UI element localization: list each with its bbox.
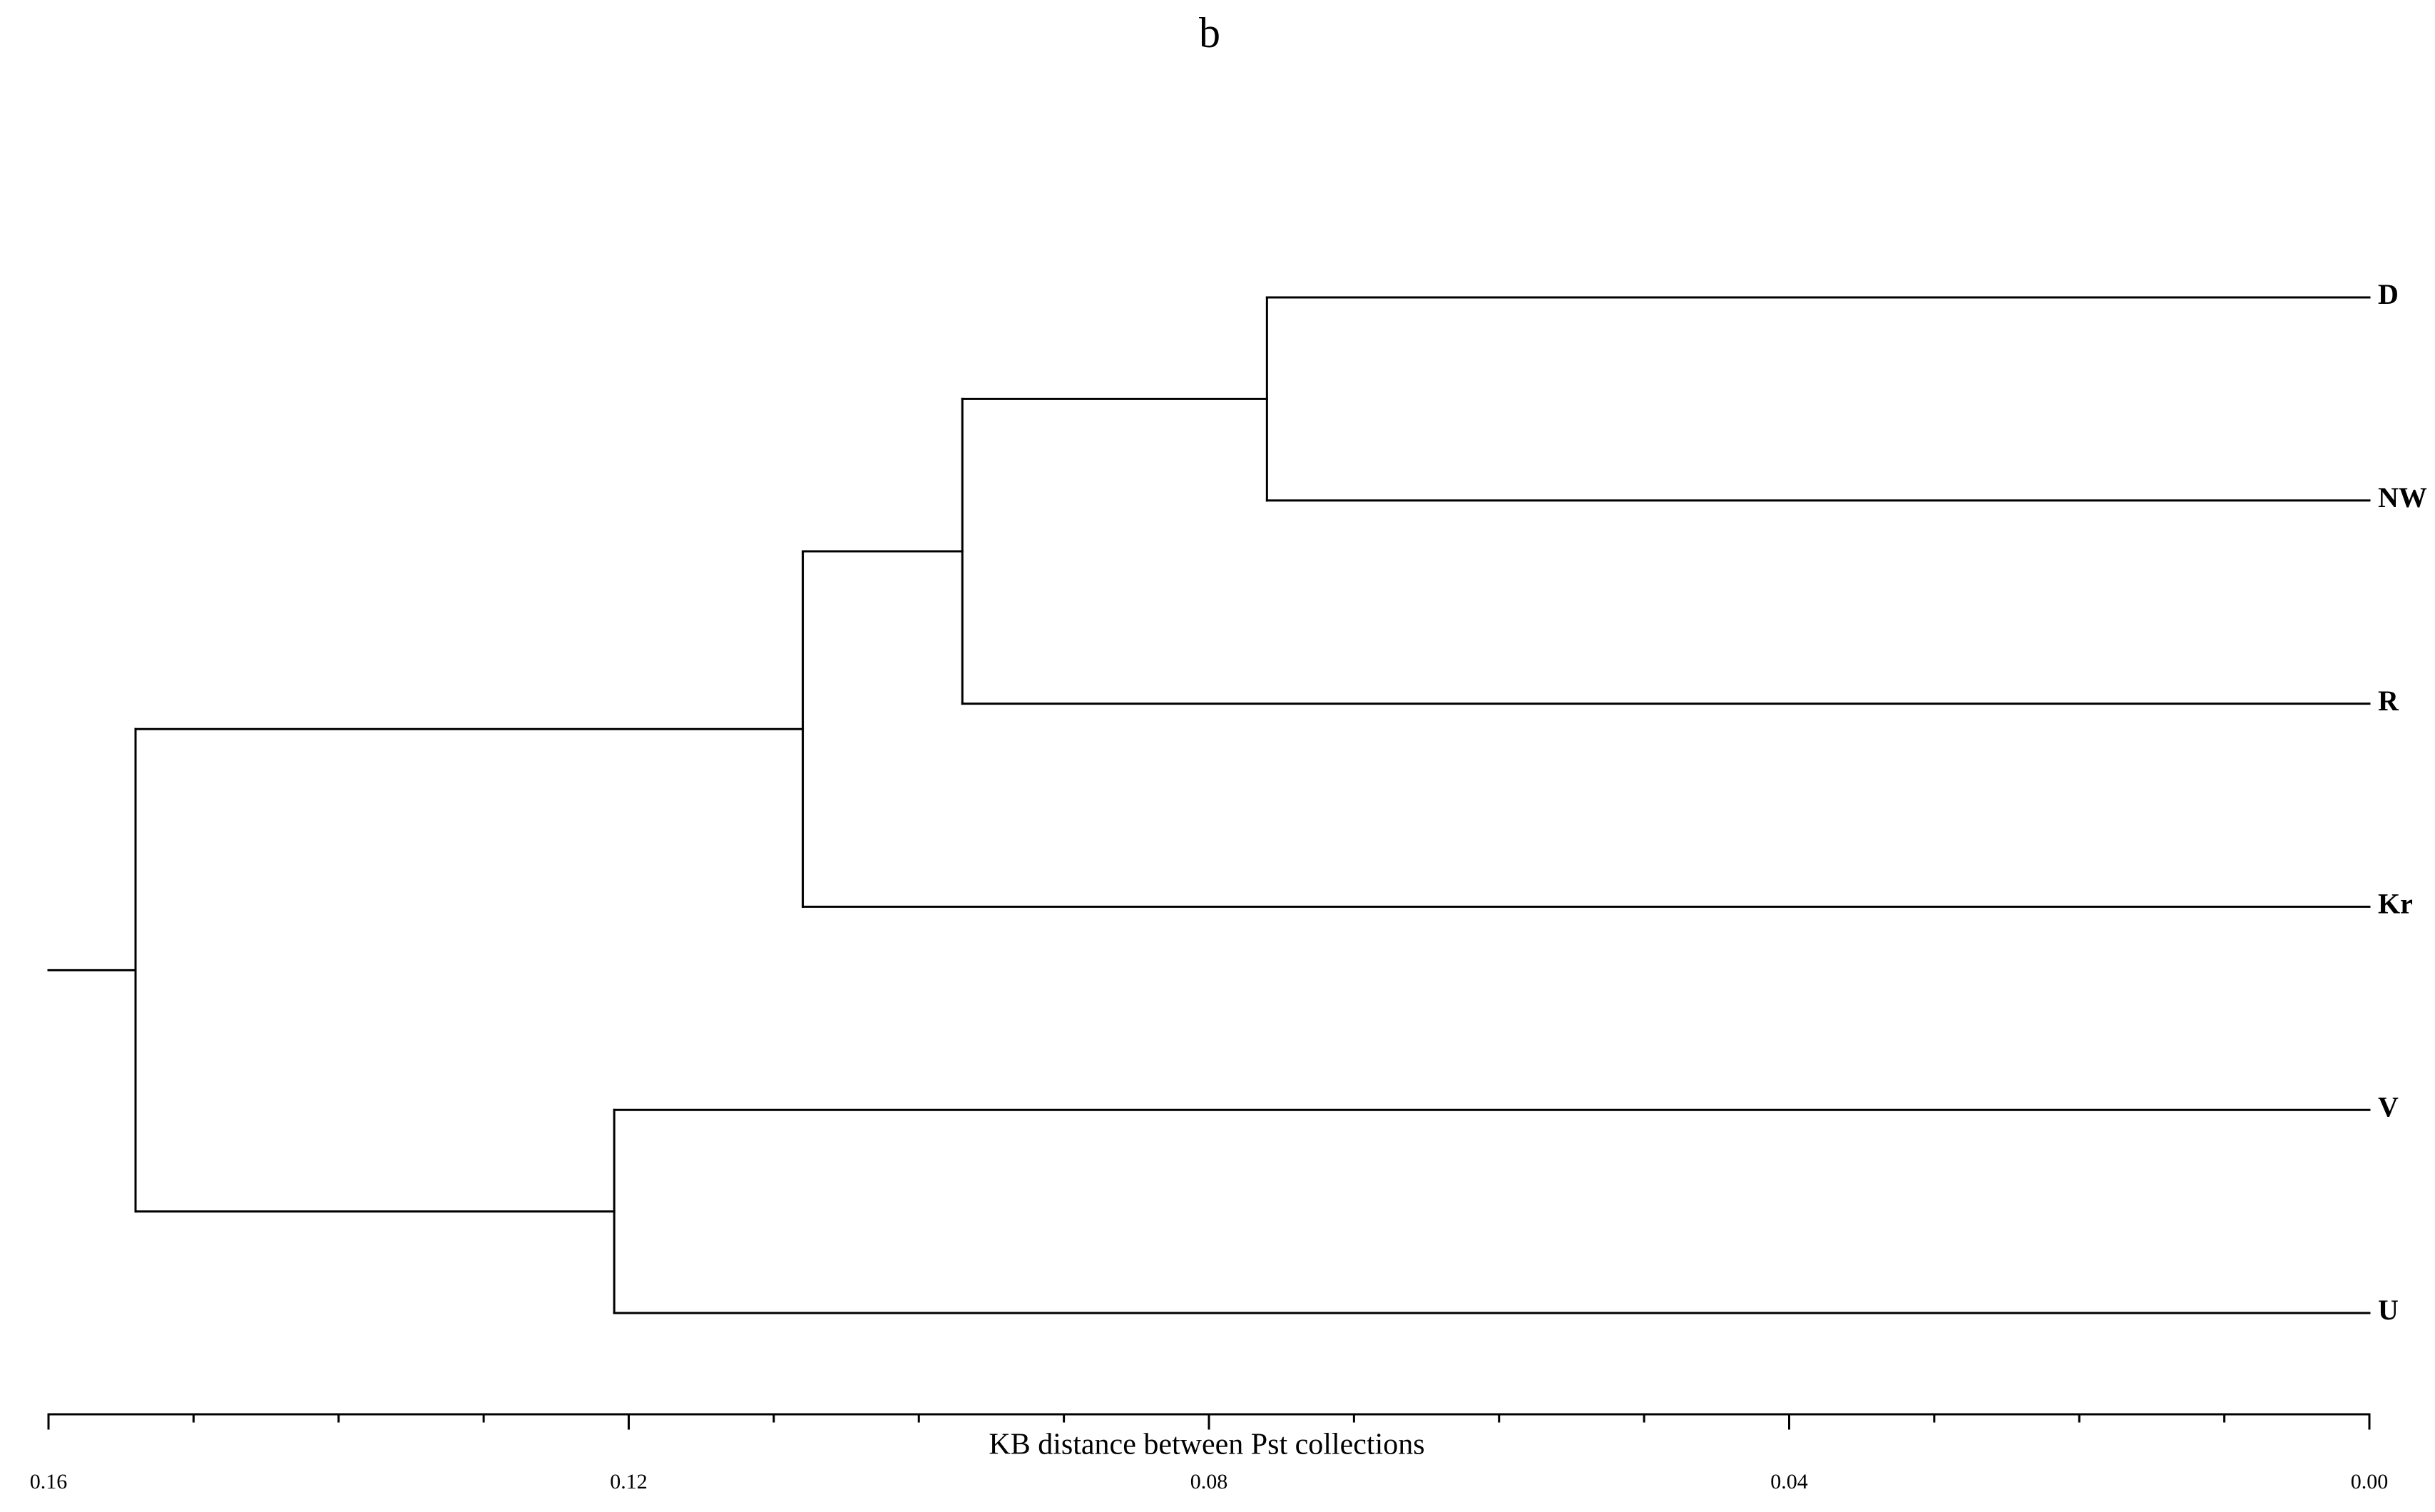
x-tick-label: 0.16 [30,1470,68,1493]
x-tick-label: 0.08 [1190,1470,1228,1493]
x-tick-label: 0.04 [1770,1470,1808,1493]
leaf-label: U [2378,1294,2399,1326]
leaf-label: V [2378,1090,2399,1123]
chart-title: b [1199,9,1220,56]
leaf-label: Kr [2378,888,2413,920]
leaf-label: D [2378,278,2399,310]
x-axis-label: KB distance between Pst collections [989,1429,1424,1461]
x-tick-label: 0.12 [610,1470,648,1493]
leaf-label: NW [2378,481,2427,514]
x-tick-label: 0.00 [2351,1470,2389,1493]
leaf-label: R [2378,685,2399,717]
